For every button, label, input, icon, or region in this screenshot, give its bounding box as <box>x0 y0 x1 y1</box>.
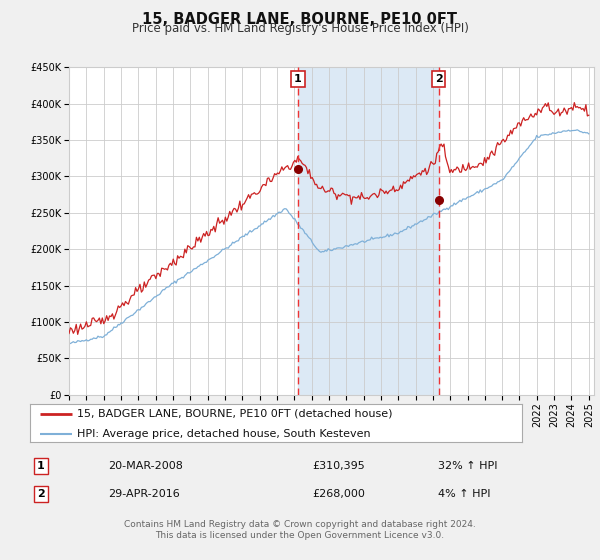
Text: This data is licensed under the Open Government Licence v3.0.: This data is licensed under the Open Gov… <box>155 531 445 540</box>
Text: 1: 1 <box>294 74 302 84</box>
Text: Contains HM Land Registry data © Crown copyright and database right 2024.: Contains HM Land Registry data © Crown c… <box>124 520 476 529</box>
Text: 32% ↑ HPI: 32% ↑ HPI <box>438 461 497 471</box>
Text: £310,395: £310,395 <box>312 461 365 471</box>
Text: 1: 1 <box>37 461 44 471</box>
Text: 4% ↑ HPI: 4% ↑ HPI <box>438 489 491 499</box>
Text: 2: 2 <box>435 74 442 84</box>
Text: Price paid vs. HM Land Registry's House Price Index (HPI): Price paid vs. HM Land Registry's House … <box>131 22 469 35</box>
Bar <box>298 67 439 395</box>
Text: £268,000: £268,000 <box>312 489 365 499</box>
Text: 15, BADGER LANE, BOURNE, PE10 0FT (detached house): 15, BADGER LANE, BOURNE, PE10 0FT (detac… <box>77 409 392 419</box>
Text: 20-MAR-2008: 20-MAR-2008 <box>108 461 183 471</box>
Text: HPI: Average price, detached house, South Kesteven: HPI: Average price, detached house, Sout… <box>77 429 370 439</box>
Text: 29-APR-2016: 29-APR-2016 <box>108 489 180 499</box>
Text: 15, BADGER LANE, BOURNE, PE10 0FT: 15, BADGER LANE, BOURNE, PE10 0FT <box>143 12 458 27</box>
Text: 2: 2 <box>37 489 44 499</box>
